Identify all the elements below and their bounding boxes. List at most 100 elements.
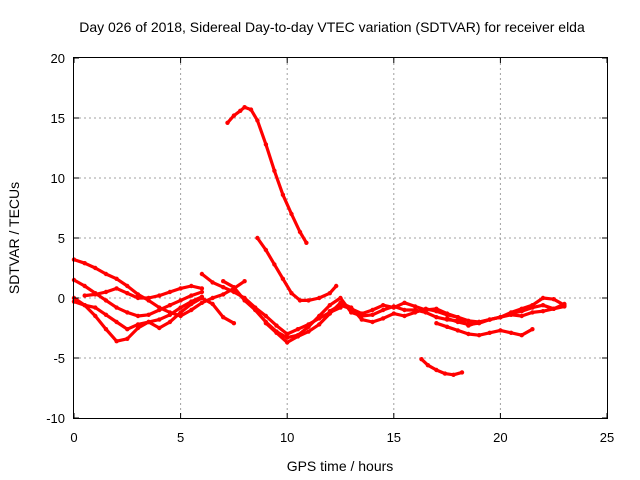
data-point: [338, 303, 343, 308]
data-point: [114, 305, 119, 310]
data-point: [280, 192, 286, 197]
data-point: [530, 310, 535, 315]
data-point: [82, 293, 87, 298]
data-point: [562, 303, 567, 308]
data-point: [306, 298, 311, 303]
data-point: [221, 315, 226, 320]
data-point: [295, 327, 301, 332]
x-tick-label: 20: [493, 430, 507, 445]
data-point: [114, 339, 119, 344]
data-point: [167, 312, 173, 317]
data-point: [135, 322, 141, 327]
data-point: [135, 325, 141, 331]
series-line: [434, 321, 535, 337]
x-tick-label: 10: [280, 430, 294, 445]
series-line: [72, 296, 236, 343]
data-point: [114, 286, 119, 291]
data-point: [146, 295, 151, 301]
data-point: [370, 312, 375, 317]
data-point: [225, 120, 230, 126]
data-point: [285, 331, 290, 337]
data-point: [317, 295, 322, 301]
data-point: [370, 319, 375, 325]
data-point: [327, 309, 332, 314]
data-point: [82, 261, 87, 266]
data-point: [231, 285, 237, 290]
x-tick-label: 5: [177, 430, 184, 445]
data-point: [189, 299, 194, 304]
data-point: [402, 307, 407, 313]
x-tick-label: 0: [70, 430, 77, 445]
data-point: [210, 280, 215, 285]
data-point: [135, 295, 141, 301]
series-arc-5: [82, 283, 205, 301]
grid-lines: [74, 58, 607, 418]
y-tick-label: 15: [51, 111, 65, 126]
data-point: [519, 306, 524, 311]
data-point: [82, 283, 87, 289]
data-point: [444, 311, 450, 316]
data-point: [487, 317, 492, 322]
data-point: [540, 303, 546, 308]
data-point: [419, 357, 424, 362]
y-tick-label: 20: [51, 51, 65, 66]
data-point: [93, 265, 98, 271]
data-point: [157, 317, 162, 322]
data-point: [157, 325, 162, 331]
data-point: [402, 300, 407, 305]
data-point: [327, 303, 332, 308]
series-line: [255, 236, 338, 302]
data-point: [540, 309, 546, 314]
series-line: [225, 105, 308, 245]
data-point: [466, 318, 471, 323]
data-point: [221, 292, 226, 297]
y-tick-label: 10: [51, 171, 65, 186]
data-point: [289, 211, 294, 217]
data-traces: [71, 105, 567, 377]
y-tick-label: -10: [46, 411, 65, 426]
data-point: [114, 276, 119, 281]
data-point: [242, 105, 247, 110]
data-point: [263, 247, 269, 253]
data-point: [434, 315, 439, 320]
data-point: [442, 371, 448, 376]
data-point: [498, 315, 503, 320]
data-point: [498, 328, 503, 333]
data-point: [425, 363, 431, 368]
y-tick-label: 0: [58, 291, 65, 306]
data-point: [476, 321, 482, 326]
data-point: [103, 327, 109, 332]
data-point: [402, 313, 407, 319]
data-point: [391, 311, 396, 316]
data-point: [93, 305, 98, 310]
data-point: [135, 292, 141, 297]
data-point: [434, 367, 439, 373]
data-point: [157, 293, 162, 298]
data-point: [178, 298, 183, 303]
data-point: [380, 316, 386, 321]
data-point: [434, 321, 439, 326]
data-point: [317, 313, 322, 319]
data-point: [289, 291, 294, 296]
data-point: [380, 303, 386, 308]
y-tick-label: -5: [53, 351, 65, 366]
data-point: [391, 305, 396, 310]
data-point: [231, 113, 237, 118]
data-point: [135, 313, 141, 319]
data-point: [434, 306, 439, 311]
data-point: [253, 307, 258, 313]
data-point: [285, 335, 290, 340]
data-point: [248, 107, 254, 112]
data-point: [103, 289, 109, 295]
data-point: [508, 310, 514, 315]
data-point: [327, 291, 332, 296]
data-point: [231, 321, 237, 326]
data-point: [255, 118, 260, 123]
data-point: [306, 324, 311, 329]
data-point: [210, 295, 215, 301]
data-point: [93, 292, 98, 297]
data-point: [221, 285, 226, 290]
data-point: [476, 333, 482, 338]
data-point: [455, 315, 460, 320]
